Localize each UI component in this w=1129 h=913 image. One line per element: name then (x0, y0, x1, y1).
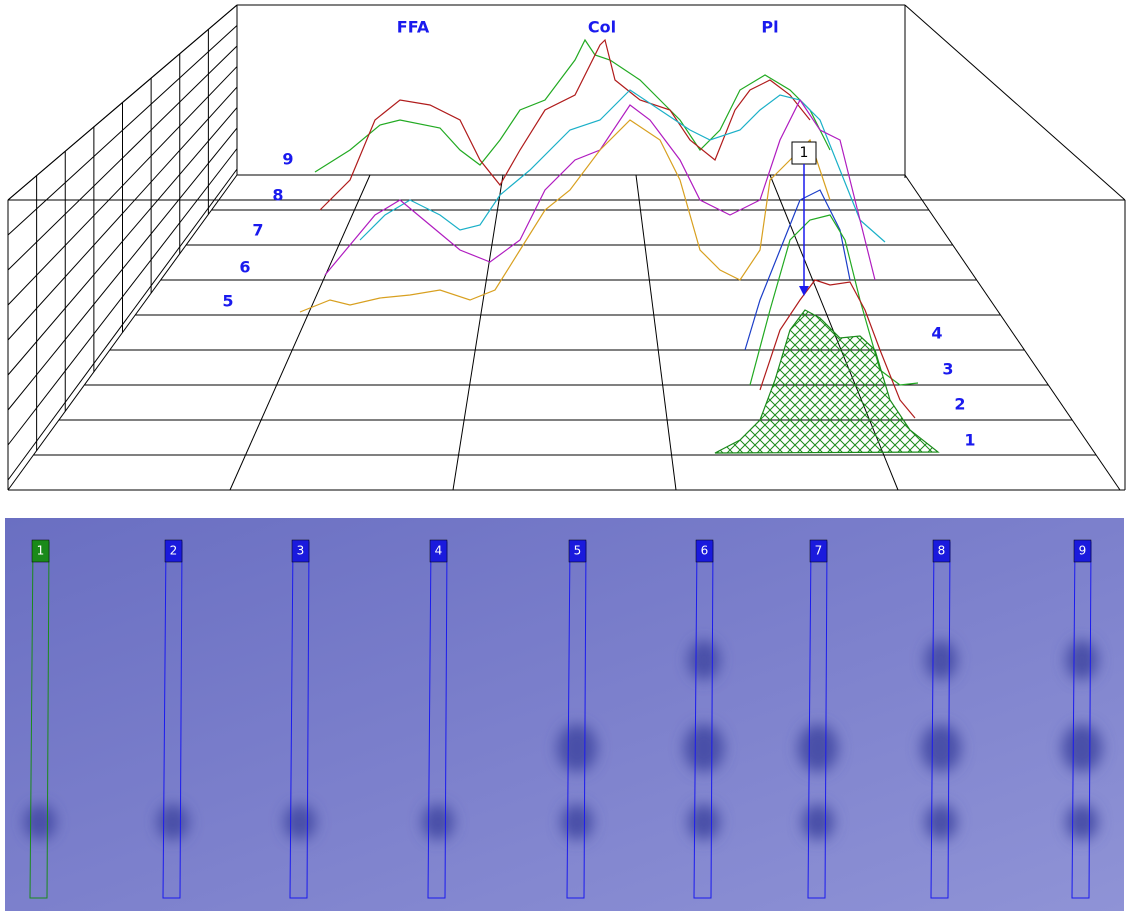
spot (688, 804, 720, 840)
spot (921, 724, 961, 772)
spot (688, 640, 720, 680)
profile-lane-label: 1 (964, 431, 975, 450)
spot (684, 724, 724, 772)
lane-number: 9 (1079, 544, 1087, 558)
profile-lane-label: 6 (239, 258, 250, 277)
lane-profiles (300, 40, 938, 453)
spot (925, 804, 957, 840)
peak-label: Col (588, 18, 616, 37)
spot (561, 804, 593, 840)
profile-lane-label: 2 (954, 395, 965, 414)
spot (798, 724, 838, 772)
profile-lane-label: 7 (252, 221, 263, 240)
spot (157, 804, 189, 840)
lane-number: 2 (170, 544, 178, 558)
profile-lane-label: 9 (282, 150, 293, 169)
densitometry-view: 1 123456789 FFAColPl123456789 (0, 0, 1129, 913)
marker-label: 1 (800, 145, 809, 161)
profile-lane-label: 3 (942, 360, 953, 379)
spot (1062, 724, 1102, 772)
floor-divider (453, 175, 503, 490)
lane-number: 4 (435, 544, 443, 558)
marker-arrow-head (799, 286, 809, 296)
peak-label: Pl (761, 18, 778, 37)
profile-lane-label: 4 (931, 324, 942, 343)
lane-number: 6 (701, 544, 709, 558)
peak-label: FFA (397, 18, 430, 37)
page: 1 123456789 FFAColPl123456789 (() => { c… (0, 0, 1129, 913)
spot (1066, 804, 1098, 840)
lane-number: 5 (574, 544, 582, 558)
lane-number: 3 (297, 544, 305, 558)
spot (284, 804, 316, 840)
spot (1066, 640, 1098, 680)
lane-number: 8 (938, 544, 946, 558)
tlc-plate (5, 518, 1124, 911)
spot (422, 804, 454, 840)
lane-number: 7 (815, 544, 823, 558)
spot (24, 804, 56, 840)
floor-divider (230, 175, 370, 490)
profile-lane-label: 5 (222, 292, 233, 311)
spot (925, 640, 957, 680)
spot (802, 804, 834, 840)
floor-divider (636, 175, 676, 490)
lane-number: 1 (37, 544, 45, 558)
profile-grid (8, 5, 1125, 490)
spot (557, 724, 597, 772)
profile-lane-label: 8 (272, 186, 283, 205)
